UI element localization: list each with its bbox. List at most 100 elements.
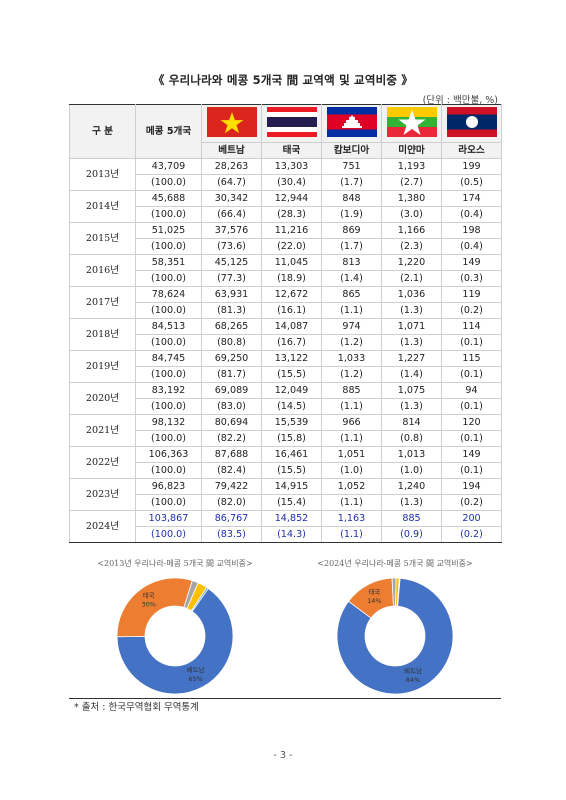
table-row: (100.0) (66.4) (28.3) (1.9) (3.0) (0.4) <box>70 206 502 223</box>
value-cell: 200 <box>441 510 502 527</box>
value-cell: 149 <box>441 254 502 271</box>
table-row: 2019년 84,745 69,250 13,122 1,033 1,227 115 <box>69 350 502 383</box>
share-cell: (1.1) <box>321 430 382 447</box>
share-cell: (15.4) <box>261 494 322 511</box>
value-cell: 94 <box>441 382 502 399</box>
share-cell: (1.0) <box>381 462 442 479</box>
share-cell: (0.8) <box>381 430 442 447</box>
value-cell: 12,672 <box>261 286 322 303</box>
page-number: - 3 - <box>273 750 293 761</box>
share-cell: (100.0) <box>135 462 202 479</box>
table-row: (100.0) (83.0) (14.5) (1.1) (1.3) (0.1) <box>70 398 502 415</box>
value-cell: 1,163 <box>321 510 382 527</box>
value-cell: 11,216 <box>261 222 322 239</box>
value-cell: 115 <box>441 350 502 367</box>
table-row: (100.0) (82.0) (15.4) (1.1) (1.3) (0.2) <box>70 494 502 511</box>
share-cell: (64.7) <box>201 174 262 191</box>
pie-slice-value: 14% <box>367 597 381 605</box>
table-row: 2024년 103,867 86,767 14,852 1,163 885 200 <box>69 510 502 543</box>
myanmar-flag-icon <box>386 107 437 137</box>
value-cell: 86,767 <box>201 510 262 527</box>
share-cell: (2.7) <box>381 174 442 191</box>
header-country-name: 캄보디아 <box>321 142 382 159</box>
value-cell: 37,576 <box>201 222 262 239</box>
value-cell: 199 <box>441 158 502 175</box>
value-cell: 1,227 <box>381 350 442 367</box>
header-country-name: 라오스 <box>441 142 502 159</box>
laos-flag-icon <box>446 107 497 137</box>
value-cell: 869 <box>321 222 382 239</box>
unit-note: (단위 : 백만불, %) <box>422 95 498 106</box>
value-cell: 865 <box>321 286 382 303</box>
share-cell: (80.8) <box>201 334 262 351</box>
table-row: 2023년 96,823 79,422 14,915 1,052 1,240 194 <box>69 478 502 511</box>
table-row: (100.0) (81.7) (15.5) (1.2) (1.4) (0.1) <box>70 366 502 383</box>
value-cell: 966 <box>321 414 382 431</box>
year-cell: 2013년 <box>69 158 136 191</box>
value-cell: 68,265 <box>201 318 262 335</box>
value-cell: 814 <box>381 414 442 431</box>
share-cell: (2.3) <box>381 238 442 255</box>
value-cell: 43,709 <box>135 158 202 175</box>
table-row: 2015년 51,025 37,576 11,216 869 1,166 198 <box>69 222 502 255</box>
share-cell: (30.4) <box>261 174 322 191</box>
value-cell: 194 <box>441 478 502 495</box>
table-row: 2017년 78,624 63,931 12,672 865 1,036 119 <box>69 286 502 319</box>
header-cambodia-flag <box>321 104 382 143</box>
header-myanmar-flag <box>381 104 442 143</box>
share-cell: (1.0) <box>321 462 382 479</box>
share-cell: (83.5) <box>201 526 262 543</box>
share-cell: (1.7) <box>321 238 382 255</box>
value-cell: 13,303 <box>261 158 322 175</box>
header-thailand-flag <box>261 104 322 143</box>
value-cell: 14,915 <box>261 478 322 495</box>
value-cell: 1,240 <box>381 478 442 495</box>
pie-slice <box>190 586 209 612</box>
value-cell: 1,036 <box>381 286 442 303</box>
share-cell: (1.9) <box>321 206 382 223</box>
share-cell: (1.2) <box>321 366 382 383</box>
value-cell: 103,867 <box>135 510 202 527</box>
year-cell: 2020년 <box>69 382 136 415</box>
value-cell: 751 <box>321 158 382 175</box>
share-cell: (1.1) <box>321 494 382 511</box>
value-cell: 14,087 <box>261 318 322 335</box>
share-cell: (15.8) <box>261 430 322 447</box>
year-cell: 2022년 <box>69 446 136 479</box>
value-cell: 848 <box>321 190 382 207</box>
share-cell: (100.0) <box>135 238 202 255</box>
year-cell: 2021년 <box>69 414 136 447</box>
value-cell: 120 <box>441 414 502 431</box>
share-cell: (100.0) <box>135 174 202 191</box>
value-cell: 58,351 <box>135 254 202 271</box>
pie-chart-2013: <2013년 우리나라-메콩 5개국 間 교역비중> 베트남 65% 태국 30% <box>75 548 275 698</box>
value-cell: 1,071 <box>381 318 442 335</box>
value-cell: 1,051 <box>321 446 382 463</box>
share-cell: (0.1) <box>441 398 502 415</box>
share-cell: (16.1) <box>261 302 322 319</box>
value-cell: 114 <box>441 318 502 335</box>
share-cell: (14.3) <box>261 526 322 543</box>
value-cell: 69,089 <box>201 382 262 399</box>
header-laos-flag <box>441 104 502 143</box>
header-mekong-total: 메콩 5개국 <box>135 104 202 159</box>
trade-table: 구 분 메콩 5개국 <box>69 104 502 543</box>
share-cell: (2.1) <box>381 270 442 287</box>
year-cell: 2014년 <box>69 190 136 223</box>
table-row: 2016년 58,351 45,125 11,045 813 1,220 149 <box>69 254 502 287</box>
value-cell: 28,263 <box>201 158 262 175</box>
thailand-flag-icon <box>266 107 317 137</box>
value-cell: 119 <box>441 286 502 303</box>
share-cell: (81.7) <box>201 366 262 383</box>
share-cell: (16.7) <box>261 334 322 351</box>
pie-chart-2024-title: <2024년 우리나라-메콩 5개국 間 교역비중> <box>317 559 473 568</box>
value-cell: 80,694 <box>201 414 262 431</box>
header-country-name: 태국 <box>261 142 322 159</box>
vietnam-flag-icon <box>206 107 257 137</box>
value-cell: 83,192 <box>135 382 202 399</box>
share-cell: (100.0) <box>135 398 202 415</box>
share-cell: (0.4) <box>441 238 502 255</box>
value-cell: 45,125 <box>201 254 262 271</box>
share-cell: (15.5) <box>261 366 322 383</box>
pie-slice-label: 베트남 <box>404 666 422 675</box>
